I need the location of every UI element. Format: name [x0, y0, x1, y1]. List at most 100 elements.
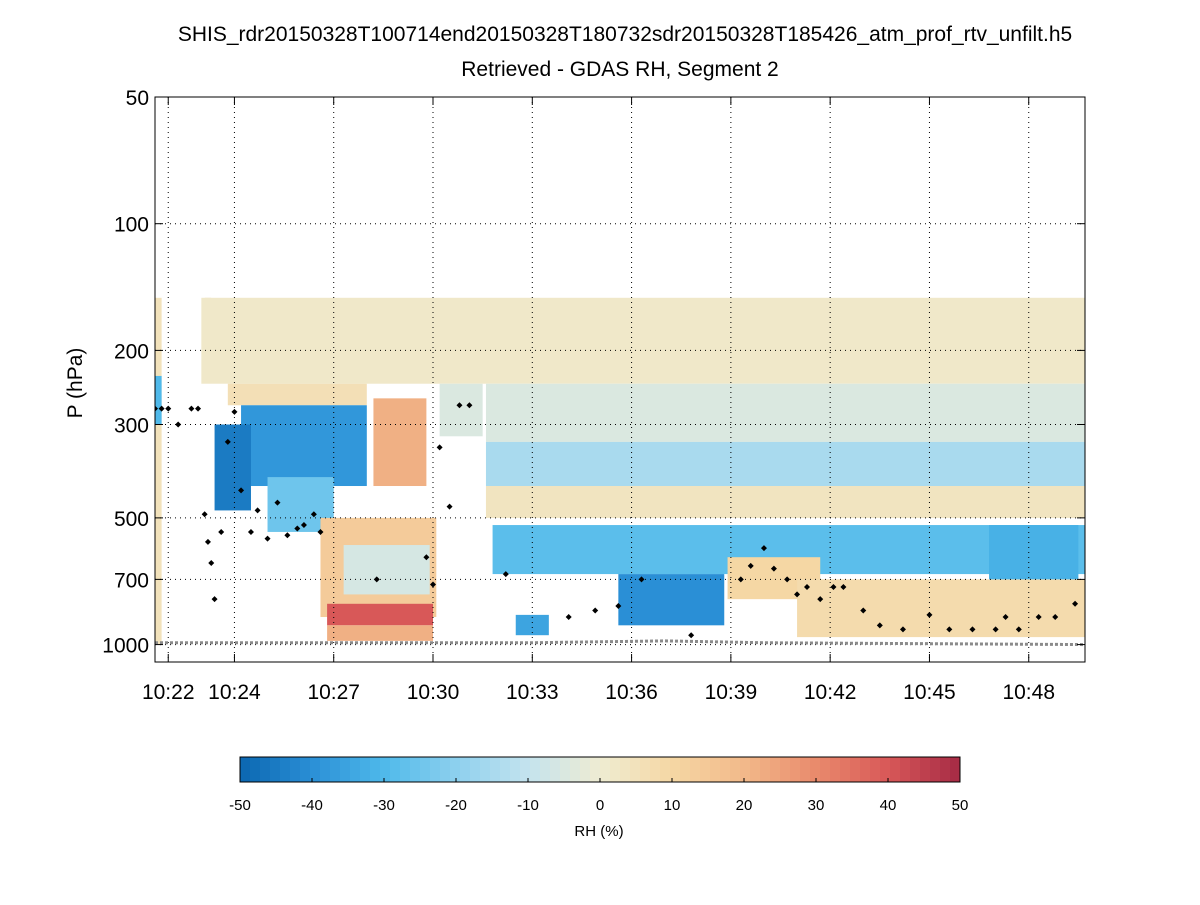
colorbar-swatch	[250, 757, 261, 782]
cloud-marker	[876, 622, 883, 629]
cloud-marker	[946, 626, 953, 633]
colorbar-swatch	[500, 757, 511, 782]
colorbar-swatch	[890, 757, 901, 782]
cloud-marker	[188, 405, 195, 412]
colorbar-swatch	[830, 757, 841, 782]
x-tick-label: 10:39	[705, 681, 758, 704]
colorbar-swatch	[650, 757, 661, 782]
cloud-marker	[969, 626, 976, 633]
colorbar-swatch	[540, 757, 551, 782]
cloud-marker	[1002, 614, 1009, 621]
cloud-marker	[784, 576, 791, 583]
colorbar-swatch	[820, 757, 831, 782]
cloud-marker	[208, 560, 215, 567]
heat-region-15	[485, 441, 1085, 487]
cloud-marker	[231, 408, 238, 415]
x-axis-ticks: 10:22 10:24 10:27 10:30 10:33 10:36 10:39 10:42…	[142, 97, 1055, 704]
cloud-marker	[310, 511, 317, 518]
y-axis-ticks: 50 100 200 300 500 700 1000	[102, 87, 1085, 658]
cloud-marker	[803, 584, 810, 591]
cloud-marker	[737, 576, 744, 583]
colorbar-tick-label: 30	[808, 797, 825, 814]
colorbar-swatch	[870, 757, 881, 782]
y-axis-label: P (hPa)	[64, 348, 87, 419]
y-tick-label: 50	[126, 87, 149, 110]
heat-region-0	[155, 297, 162, 645]
colorbar-swatch	[410, 757, 421, 782]
cloud-marker	[992, 626, 999, 633]
cloud-marker	[204, 538, 211, 545]
colorbar-swatch	[800, 757, 811, 782]
heat-region-1	[155, 375, 162, 425]
colorbar-label: RH (%)	[574, 823, 623, 840]
x-tick-label: 10:36	[605, 681, 658, 704]
colorbar-swatch	[950, 757, 961, 782]
marker-layer	[155, 402, 1085, 647]
colorbar-tick-label: -40	[301, 797, 323, 814]
cloud-marker	[373, 576, 380, 583]
cloud-marker	[238, 487, 245, 494]
colorbar-swatch	[420, 757, 431, 782]
colorbar-swatch	[620, 757, 631, 782]
colorbar-swatch	[300, 757, 311, 782]
cloud-marker	[254, 507, 261, 514]
cloud-marker	[688, 632, 695, 639]
heat-region-6	[214, 424, 251, 511]
cloud-marker	[158, 405, 165, 412]
x-tick-label: 10:24	[208, 681, 261, 704]
colorbar-swatch	[790, 757, 801, 782]
cloud-marker	[794, 591, 801, 598]
colorbar-swatch	[720, 757, 731, 782]
cloud-marker	[770, 565, 777, 572]
cloud-marker	[615, 603, 622, 610]
colorbar-swatch	[340, 757, 351, 782]
cloud-marker	[926, 611, 933, 618]
cloud-marker	[817, 596, 824, 603]
colorbar-tick-label: 40	[880, 797, 897, 814]
colorbar-swatch	[470, 757, 481, 782]
colorbar-swatch	[780, 757, 791, 782]
colorbar-swatch	[660, 757, 671, 782]
colorbar-swatch	[520, 757, 531, 782]
cloud-marker	[840, 584, 847, 591]
heat-region-5	[241, 405, 367, 487]
cloud-marker	[264, 535, 271, 542]
cloud-marker	[1052, 614, 1059, 621]
colorbar-swatch	[810, 757, 821, 782]
colorbar-tick-label: -50	[229, 797, 251, 814]
x-tick-label: 10:22	[142, 681, 195, 704]
heat-region-10	[327, 603, 434, 626]
colorbar-swatch	[450, 757, 461, 782]
colorbar-swatch	[270, 757, 281, 782]
colorbar-tick-label: -30	[373, 797, 395, 814]
colorbar-swatch	[400, 757, 411, 782]
colorbar-swatch	[550, 757, 561, 782]
cloud-marker	[502, 571, 509, 578]
x-tick-label: 10:30	[407, 681, 460, 704]
colorbar-swatch	[760, 757, 771, 782]
colorbar-swatch	[610, 757, 621, 782]
heat-region-21	[797, 579, 1085, 638]
heatmap-layer	[155, 297, 1085, 645]
cloud-marker	[165, 405, 172, 412]
colorbar-swatch	[390, 757, 401, 782]
colorbar-swatch	[940, 757, 951, 782]
colorbar-swatch	[530, 757, 541, 782]
heat-region-13	[439, 383, 483, 437]
cloud-marker	[860, 607, 867, 614]
cloud-marker	[456, 402, 463, 409]
cloud-marker	[274, 499, 281, 506]
heat-region-11	[327, 625, 434, 641]
cloud-marker	[830, 584, 837, 591]
y-tick-label: 300	[114, 415, 149, 438]
heat-region-22	[989, 525, 1079, 580]
colorbar	[240, 757, 961, 782]
colorbar-swatch	[900, 757, 911, 782]
colorbar-swatch	[580, 757, 591, 782]
plot-frame	[154, 96, 1086, 663]
heat-region-12	[373, 398, 427, 487]
cloud-marker	[284, 532, 291, 539]
cloud-marker	[300, 522, 307, 529]
chart-title: SHIS_rdr20150328T100714end20150328T18073…	[178, 23, 1072, 46]
